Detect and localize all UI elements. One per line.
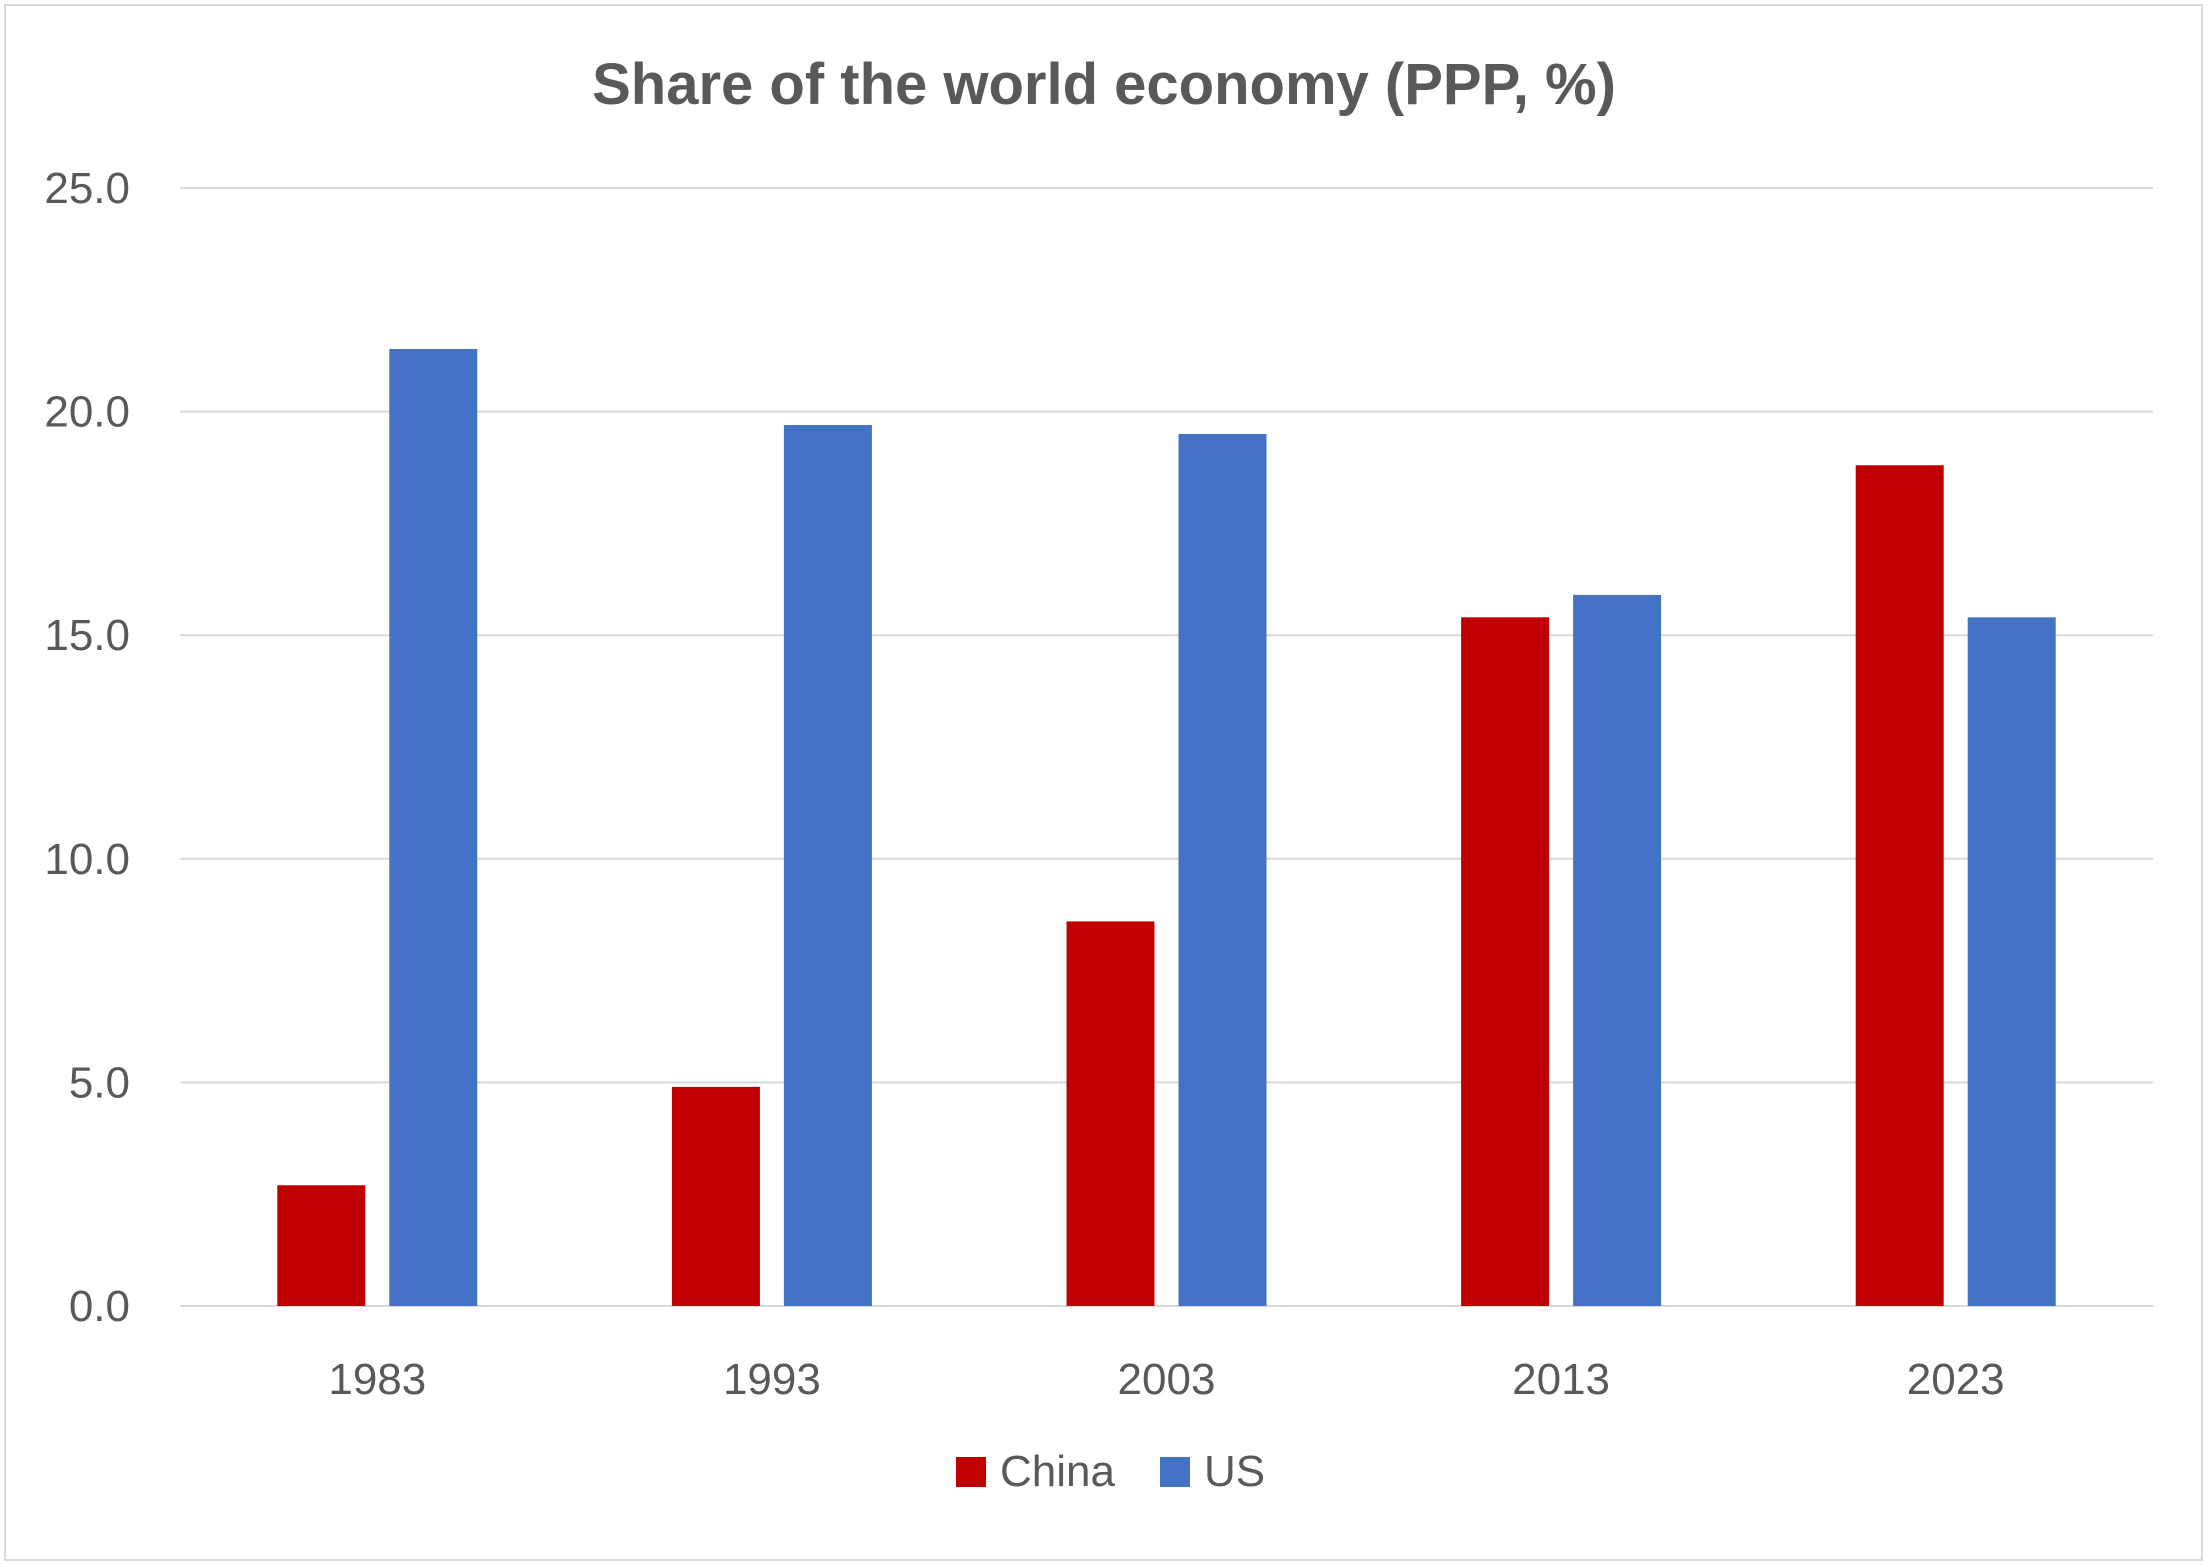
bar-us-1993 [783, 425, 872, 1306]
y-axis-ticks: 0.0 5.0 10.0 15.0 20.0 25.0 [44, 164, 130, 1331]
bar-us-2013 [1573, 594, 1662, 1306]
bar-china-1993 [671, 1086, 760, 1306]
y-tick-label: 10.0 [44, 835, 130, 884]
legend-label-china: China [1000, 1447, 1115, 1496]
y-tick-label: 15.0 [44, 611, 130, 660]
y-tick-label: 20.0 [44, 388, 130, 437]
x-tick-label: 2003 [1118, 1355, 1216, 1404]
chart-title: Share of the world economy (PPP, %) [592, 52, 1616, 117]
bar-us-1983 [389, 348, 478, 1306]
x-tick-label: 2013 [1512, 1355, 1610, 1404]
legend: China US [956, 1447, 1265, 1496]
bar-china-2003 [1066, 921, 1155, 1306]
x-tick-label: 2023 [1907, 1355, 2005, 1404]
legend-swatch-china [956, 1457, 986, 1487]
gridlines [180, 187, 2153, 1307]
x-axis-ticks: 1983 1993 2003 2013 2023 [328, 1355, 2004, 1404]
bar-china-1983 [277, 1185, 366, 1306]
x-tick-label: 1983 [328, 1355, 426, 1404]
bars [277, 348, 2056, 1307]
bar-china-2023 [1855, 465, 1944, 1306]
bar-us-2003 [1178, 433, 1267, 1307]
legend-label-us: US [1204, 1447, 1265, 1496]
bar-us-2023 [1967, 617, 2056, 1306]
x-tick-label: 1993 [723, 1355, 821, 1404]
y-tick-label: 25.0 [44, 164, 130, 213]
y-tick-label: 0.0 [69, 1282, 130, 1331]
legend-swatch-us [1160, 1457, 1190, 1487]
bar-china-2013 [1461, 617, 1550, 1306]
y-tick-label: 5.0 [69, 1058, 130, 1107]
